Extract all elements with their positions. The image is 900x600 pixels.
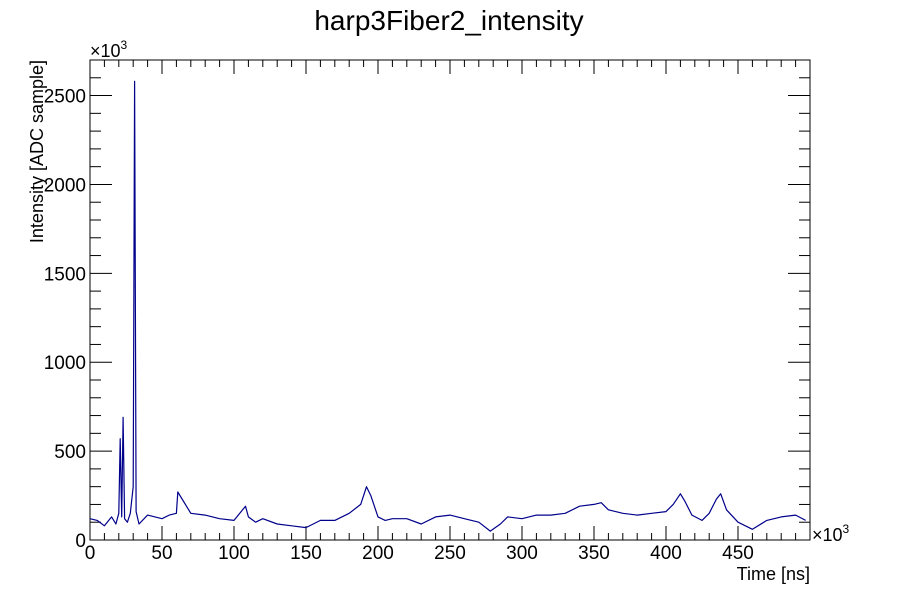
y-multiplier-base: ×10 [90, 41, 121, 61]
series-line [89, 80, 806, 532]
y-tick-label: 500 [54, 442, 86, 463]
x-axis-label: Time [ns] [737, 564, 810, 584]
x-multiplier-exp: 3 [843, 522, 850, 536]
x-tick-label: 350 [578, 543, 610, 564]
x-tick-label: 0 [85, 543, 96, 564]
x-tick-label: 100 [218, 543, 250, 564]
x-tick-label: 50 [151, 543, 172, 564]
y-axis-label: Intensity [ADC sample] [27, 60, 47, 243]
x-multiplier-base: ×10 [812, 525, 843, 545]
chart-title: harp3Fiber2_intensity [314, 5, 583, 36]
series-group [89, 80, 806, 532]
x-tick-label: 300 [506, 543, 538, 564]
y-tick-label: 2000 [44, 175, 86, 196]
x-tick-label: 150 [290, 543, 322, 564]
x-tick-label: 200 [362, 543, 394, 564]
plot-area [89, 59, 811, 541]
x-tick-label: 400 [650, 543, 682, 564]
y-multiplier: ×103 [90, 38, 128, 61]
y-multiplier-exp: 3 [121, 38, 128, 52]
y-tick-label: 0 [75, 531, 86, 552]
y-tick-label: 1000 [44, 353, 86, 374]
x-multiplier: ×103 [812, 522, 850, 545]
plot-border [89, 59, 811, 541]
axis-ticks [89, 59, 811, 541]
x-tick-label: 250 [434, 543, 466, 564]
y-tick-label: 2500 [44, 87, 86, 108]
x-tick-labels: 0 50 100 150 200 250 300 350 400 450 [85, 543, 754, 564]
y-tick-label: 1500 [44, 264, 86, 285]
x-tick-label: 450 [722, 543, 754, 564]
y-tick-labels: 0 500 1000 1500 2000 2500 [44, 87, 86, 552]
